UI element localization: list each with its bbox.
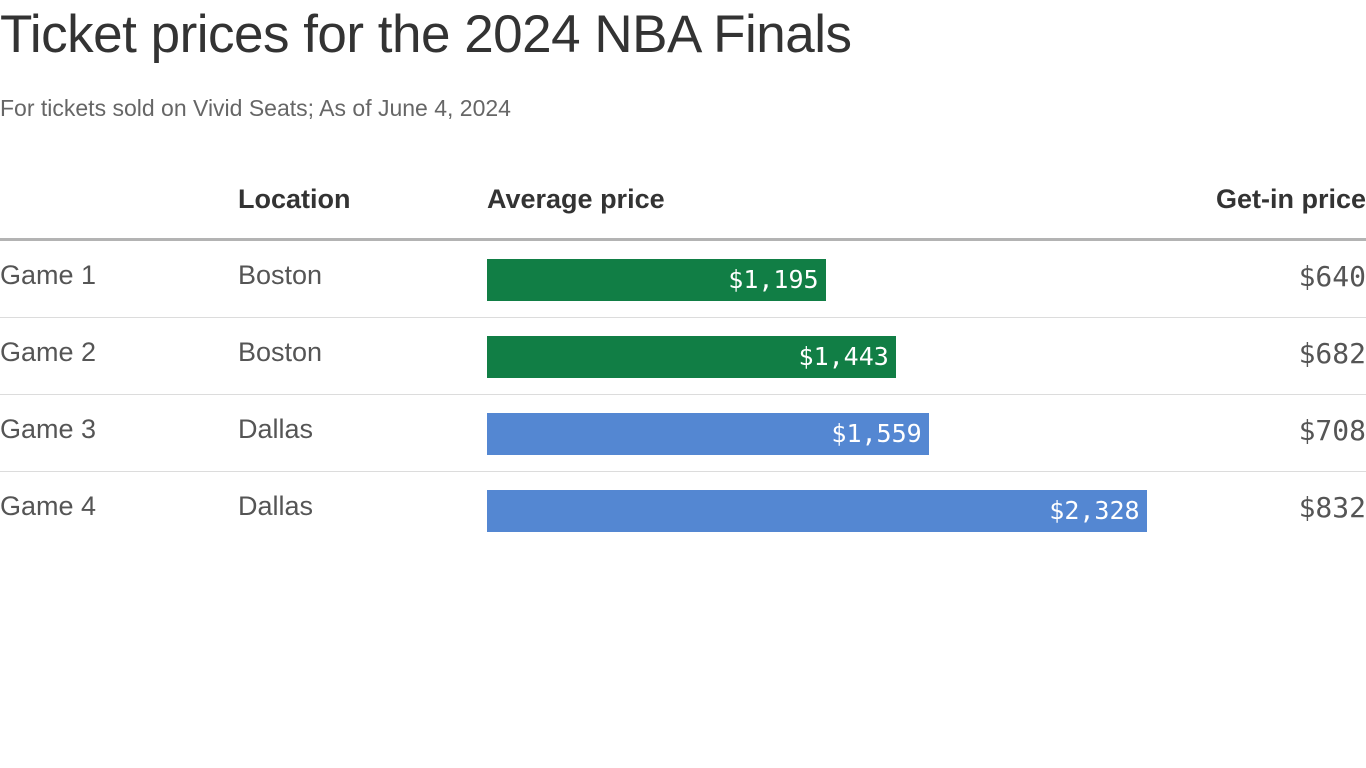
price-table: Location Average price Get-in price Game…: [0, 170, 1366, 548]
game-label: Game 3: [0, 414, 97, 444]
getin-price-label: $708: [1298, 414, 1366, 447]
table-row: Game 2 Boston $1,443 $682: [0, 318, 1366, 395]
average-price-label: $2,328: [1049, 496, 1140, 525]
average-price-bar: $1,443: [487, 336, 896, 378]
location-label: Boston: [238, 337, 323, 367]
location-label: Dallas: [238, 491, 314, 521]
table-row: Game 4 Dallas $2,328 $832: [0, 472, 1366, 548]
average-price-label: $1,195: [728, 265, 819, 294]
chart-title: Ticket prices for the 2024 NBA Finals: [0, 5, 852, 64]
getin-price-column-header: Get-in price: [1215, 184, 1366, 214]
location-label: Dallas: [238, 414, 314, 444]
location-label: Boston: [238, 260, 323, 290]
average-price-label: $1,443: [798, 342, 889, 371]
table-row: Game 1 Boston $1,195 $640: [0, 241, 1366, 318]
getin-price-label: $682: [1298, 337, 1366, 370]
average-price-bar: $1,195: [487, 259, 826, 301]
getin-price-label: $832: [1298, 491, 1366, 524]
getin-price-label: $640: [1298, 260, 1366, 293]
average-price-bar-track: $1,195: [487, 259, 1337, 301]
average-price-bar: $2,328: [487, 490, 1147, 532]
game-label: Game 4: [0, 491, 97, 521]
game-label: Game 1: [0, 260, 97, 290]
table-body: Game 1 Boston $1,195 $640 Game 2 Boston $1,443…: [0, 241, 1366, 548]
game-label: Game 2: [0, 337, 97, 367]
average-price-bar-track: $1,443: [487, 336, 1337, 378]
chart-subtitle: For tickets sold on Vivid Seats; As of J…: [0, 95, 511, 121]
location-column-header: Location: [238, 184, 351, 214]
average-price-label: $1,559: [831, 419, 922, 448]
average-price-column-header: Average price: [487, 184, 665, 214]
table-row: Game 3 Dallas $1,559 $708: [0, 395, 1366, 472]
average-price-bar-track: $2,328: [487, 490, 1337, 532]
table-header: Location Average price Get-in price: [0, 170, 1366, 241]
average-price-bar: $1,559: [487, 413, 929, 455]
average-price-bar-track: $1,559: [487, 413, 1337, 455]
